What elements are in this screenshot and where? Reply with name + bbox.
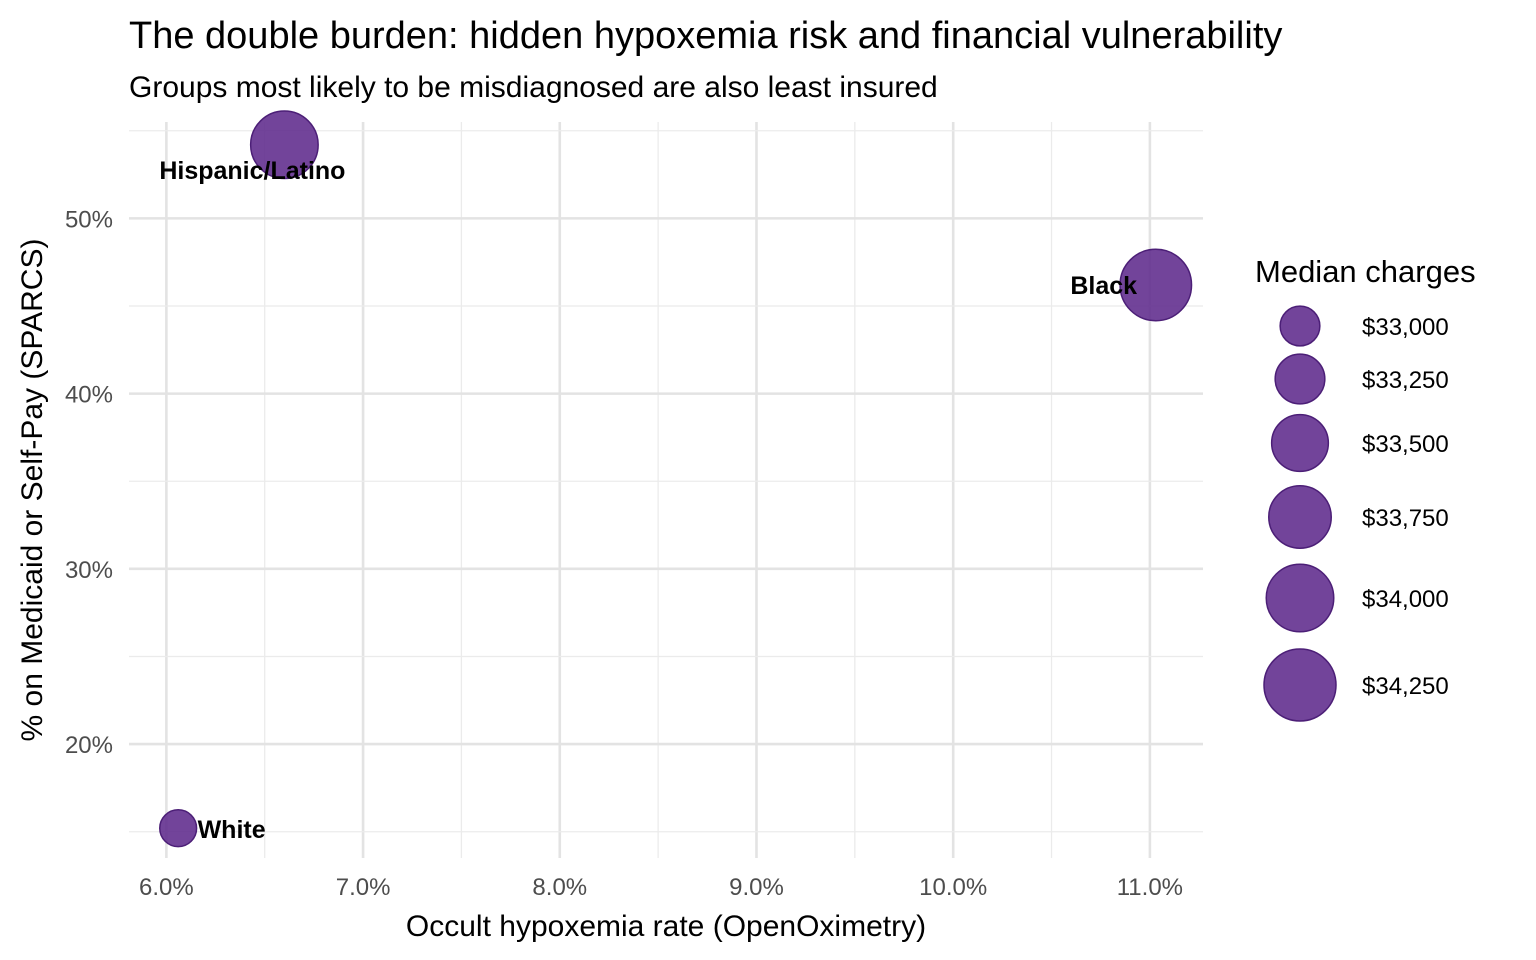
legend-label: $33,500 <box>1362 431 1449 458</box>
point-label: White <box>198 816 266 844</box>
x-tick-label: 9.0% <box>729 874 784 901</box>
legend-swatch <box>1265 563 1335 633</box>
chart-title: The double burden: hidden hypoxemia risk… <box>129 15 1282 57</box>
y-tick-label: 50% <box>65 206 113 233</box>
legend-swatch <box>1270 413 1330 473</box>
data-point <box>159 809 198 848</box>
legend-label: $34,250 <box>1362 673 1449 700</box>
x-tick-label: 11.0% <box>1117 874 1183 901</box>
legend-title: Median charges <box>1255 254 1476 289</box>
legend-swatch <box>1268 485 1332 549</box>
y-tick-label: 30% <box>65 557 113 584</box>
axis-ticks: 6.0% 7.0% 8.0% 9.0% 10.0% 11.0% 20% 30% 40% 50% <box>65 206 1183 901</box>
x-tick-label: 7.0% <box>336 874 391 901</box>
x-tick-label: 10.0% <box>919 874 987 901</box>
data-point <box>1119 248 1193 322</box>
point-label: Black <box>1070 272 1137 300</box>
legend-label: $33,750 <box>1362 505 1449 532</box>
data-points <box>159 110 1193 848</box>
point-label: Hispanic/Latino <box>159 157 345 185</box>
point-labels: Hispanic/Latino Black White <box>159 157 1137 844</box>
x-axis-title: Occult hypoxemia rate (OpenOximetry) <box>406 910 926 943</box>
legend-swatch <box>1279 305 1321 347</box>
grid <box>129 122 1203 858</box>
legend-swatch <box>1263 648 1337 722</box>
x-tick-label: 6.0% <box>139 874 194 901</box>
legend-swatch <box>1274 353 1326 405</box>
legend-label: $34,000 <box>1362 586 1449 613</box>
y-axis-title: % on Medicaid or Self-Pay (SPARCS) <box>16 239 49 742</box>
legend: Median charges $33,000 $33,250 $33,500 $33,… <box>1255 254 1476 722</box>
legend-label: $33,250 <box>1362 367 1449 394</box>
x-tick-label: 8.0% <box>532 874 587 901</box>
chart-subtitle: Groups most likely to be misdiagnosed ar… <box>129 71 938 104</box>
legend-label: $33,000 <box>1362 314 1449 341</box>
y-tick-label: 20% <box>65 732 113 759</box>
y-tick-label: 40% <box>65 382 113 409</box>
data-point <box>249 110 319 180</box>
